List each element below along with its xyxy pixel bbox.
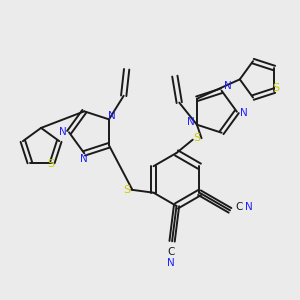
Text: C: C: [167, 247, 174, 256]
Text: N: N: [240, 108, 248, 118]
Text: N: N: [59, 127, 67, 137]
Text: N: N: [245, 202, 253, 212]
Text: S: S: [194, 133, 201, 143]
Text: N: N: [167, 258, 175, 268]
Text: N: N: [187, 117, 195, 127]
Text: N: N: [224, 81, 231, 91]
Text: S: S: [47, 159, 54, 169]
Text: S: S: [272, 82, 280, 93]
Text: S: S: [124, 185, 130, 195]
Text: N: N: [80, 154, 88, 164]
Text: C: C: [235, 202, 243, 212]
Text: N: N: [108, 111, 116, 122]
